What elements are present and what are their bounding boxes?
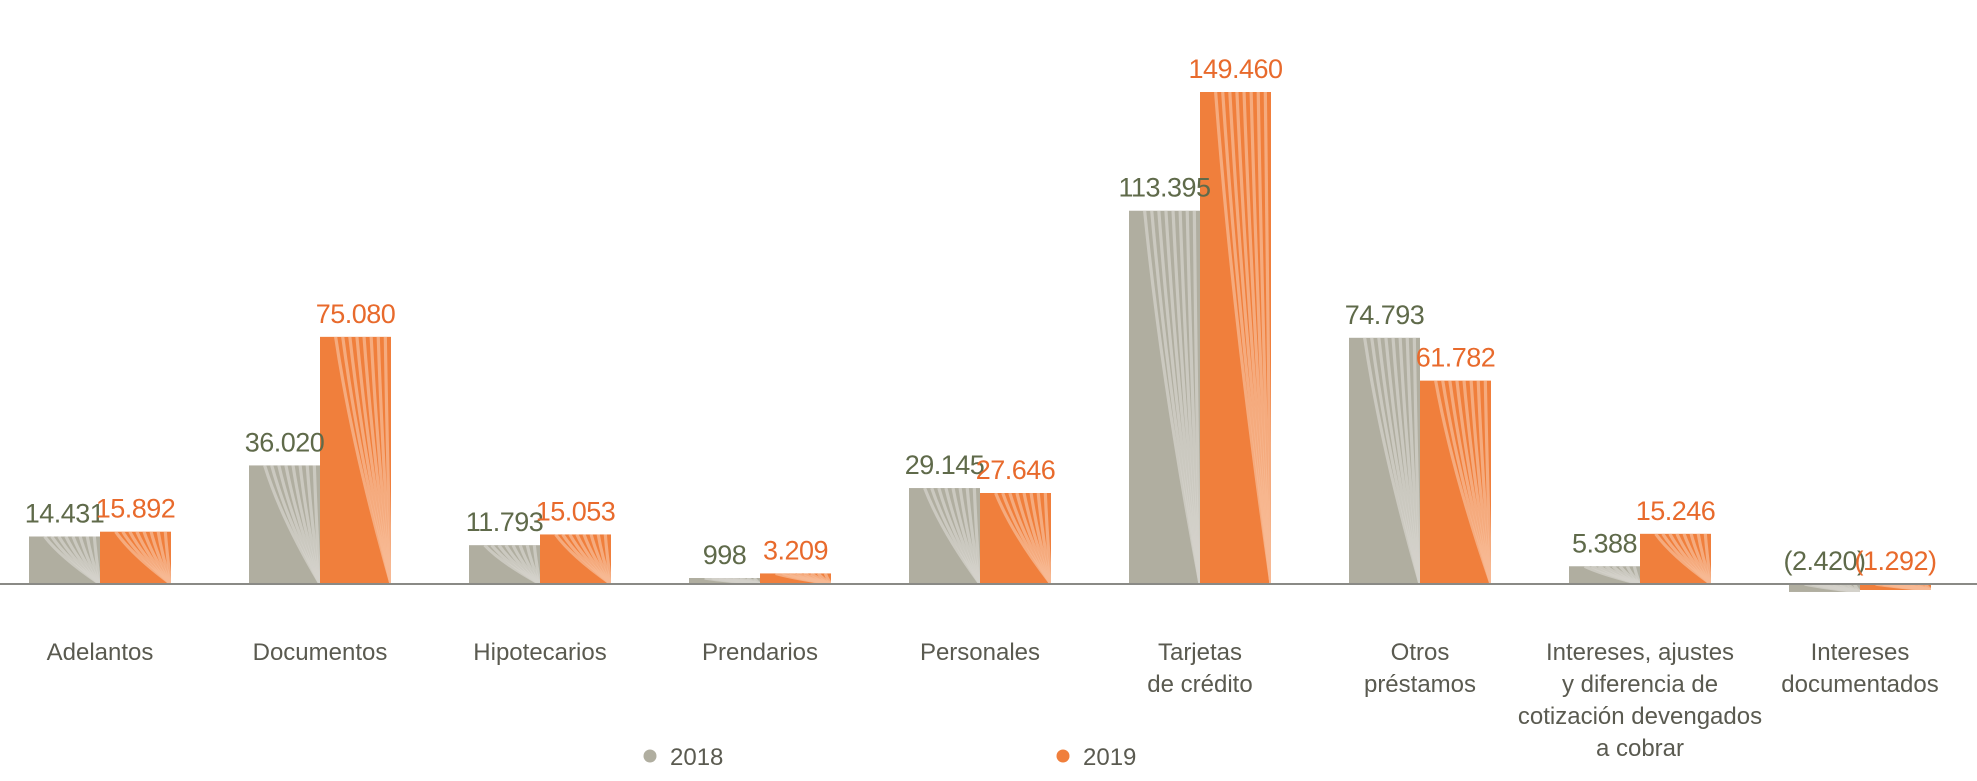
legend: 2018 2019 (643, 744, 1136, 771)
bar-texture (334, 336, 391, 584)
category-label-line: Otros (1391, 639, 1450, 666)
legend-label-2019: 2019 (1083, 744, 1136, 771)
category-label-line: cotización devengados (1518, 703, 1762, 730)
bar-2018-documentos (249, 465, 320, 585)
value-label-2019-intereses-ajustes-y-diferencia-de-cotizacion-devengados-a-cobrar: 15.246 (1636, 496, 1716, 526)
value-label-2019-tarjetas-de-credito: 149.460 (1188, 54, 1282, 84)
value-label-2019-documentos: 75.080 (316, 299, 396, 329)
value-label-2019-personales: 27.646 (976, 455, 1056, 485)
bar-texture (1654, 533, 1711, 584)
category-label-line: Intereses, ajustes (1546, 639, 1734, 666)
category-label-line: de crédito (1147, 671, 1252, 698)
category-label-line: Tarjetas (1158, 639, 1242, 666)
value-label-2019-otros-prestamos: 61.782 (1416, 343, 1496, 373)
category-label-line: Personales (920, 639, 1040, 666)
legend-swatch-2019 (1056, 749, 1070, 763)
bar-2018-intereses-documentados (1789, 584, 1860, 592)
value-label-2019-adelantos: 15.892 (96, 494, 176, 524)
bar-texture (554, 534, 611, 584)
category-label-personales: Personales (920, 639, 1040, 666)
value-label-2018-otros-prestamos: 74.793 (1345, 300, 1425, 330)
value-label-2018-adelantos: 14.431 (25, 498, 105, 528)
bar-2019-tarjetas-de-credito (1200, 92, 1271, 584)
bar-2018-otros-prestamos (1349, 337, 1420, 584)
value-label-2018-documentos: 36.020 (245, 427, 325, 457)
category-label-line: Documentos (253, 639, 388, 666)
category-label-intereses-documentados: Intereses documentados (1781, 639, 1938, 698)
bar-texture (1363, 337, 1420, 584)
value-label-2018-prendarios: 998 (703, 540, 747, 570)
category-label-line: préstamos (1364, 671, 1476, 698)
value-label-2019-hipotecarios: 15.053 (536, 496, 616, 526)
bar-2018-adelantos (29, 536, 100, 584)
bar-2019-personales (980, 492, 1051, 584)
bar-texture (1143, 210, 1200, 585)
category-label-line: Intereses (1811, 639, 1910, 666)
bar-2019-prendarios (760, 573, 831, 585)
category-label-line: Adelantos (47, 639, 154, 666)
bar-2018-tarjetas-de-credito (1129, 210, 1200, 585)
category-label-line: a cobrar (1596, 735, 1684, 762)
value-label-2018-hipotecarios: 11.793 (466, 507, 544, 537)
category-label-documentos: Documentos (253, 639, 388, 666)
bar-2019-adelantos (100, 531, 171, 585)
bar-texture (923, 488, 980, 585)
bar-texture (1583, 566, 1640, 584)
bar-texture (1434, 380, 1491, 585)
category-label-hipotecarios: Hipotecarios (473, 639, 606, 666)
bar-texture (43, 536, 100, 584)
bar-texture (263, 465, 320, 585)
category-label-line: y diferencia de (1562, 671, 1718, 698)
value-label-2019-intereses-documentados: (1.292) (1854, 546, 1936, 576)
category-labels-layer: Adelantos Documentos Hipotecarios Prendario… (47, 639, 1939, 762)
bar-texture (114, 531, 171, 585)
category-label-line: Prendarios (702, 639, 818, 666)
legend-label-2018: 2018 (670, 744, 723, 771)
category-label-tarjetas-de-credito: Tarjetas de crédito (1147, 639, 1252, 698)
bar-2019-hipotecarios (540, 534, 611, 584)
bar-2019-otros-prestamos (1420, 380, 1491, 585)
bar-texture (483, 545, 540, 584)
bars-layer (29, 92, 1931, 592)
category-label-intereses-ajustes-y-diferencia-de-cotizacion-devengados-a-cobrar: Intereses, ajustes y diferencia de cotizac… (1518, 639, 1762, 762)
category-label-prendarios: Prendarios (702, 639, 818, 666)
category-label-otros-prestamos: Otros préstamos (1364, 639, 1476, 698)
bar-2018-hipotecarios (469, 545, 540, 584)
bar-texture (994, 492, 1051, 584)
legend-swatch-2018 (643, 749, 657, 763)
value-label-2018-intereses-documentados: (2.420) (1783, 546, 1865, 576)
bar-2019-intereses-ajustes-y-diferencia-de-cotizacion-devengados-a-cobrar (1640, 533, 1711, 584)
bar-texture (1214, 92, 1271, 584)
value-label-2018-personales: 29.145 (905, 450, 985, 480)
category-label-line: Hipotecarios (473, 639, 606, 666)
category-label-adelantos: Adelantos (47, 639, 154, 666)
category-label-line: documentados (1781, 671, 1938, 698)
value-label-2018-tarjetas-de-credito: 113.395 (1118, 173, 1210, 203)
bar-2018-intereses-ajustes-y-diferencia-de-cotizacion-devengados-a-cobrar (1569, 566, 1640, 584)
bar-2018-personales (909, 488, 980, 585)
bar-2019-documentos (320, 336, 391, 584)
value-label-2019-prendarios: 3.209 (763, 535, 828, 565)
value-label-2018-intereses-ajustes-y-diferencia-de-cotizacion-devengados-a-cobrar: 5.388 (1572, 528, 1637, 558)
